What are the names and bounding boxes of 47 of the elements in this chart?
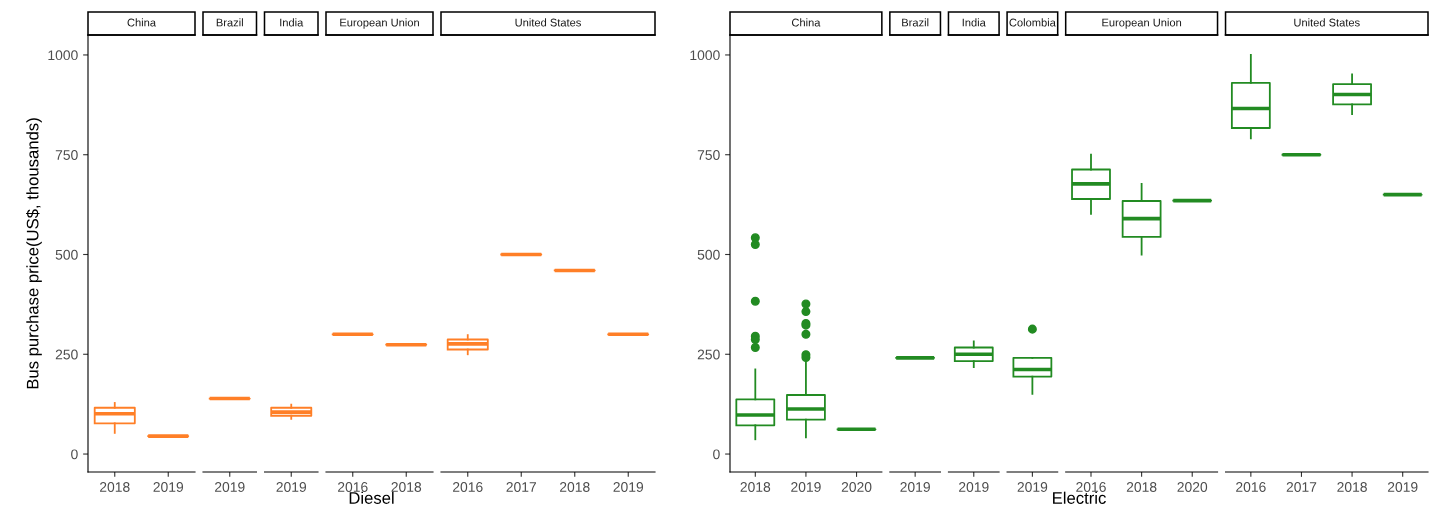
x-tick-label: 2019 <box>1017 482 1048 492</box>
chart-title: India <box>962 18 986 27</box>
x-tick-label: 2018 <box>1337 482 1367 492</box>
y-tick-label: 250 <box>697 349 720 360</box>
chart-title: China <box>127 18 157 27</box>
x-tick-label: 2019 <box>276 482 307 492</box>
chart-title: European Union <box>1102 18 1182 29</box>
x-tick-label: 2016 <box>1236 482 1266 492</box>
y-tick-label: 1000 <box>690 50 720 61</box>
chart-title: China <box>791 18 821 27</box>
x-tick-label: 2016 <box>338 482 368 492</box>
x-tick-label: 2019 <box>900 482 930 492</box>
y-tick-label: 0 <box>71 449 78 460</box>
x-tick-label: 2019 <box>1387 482 1418 492</box>
x-tick-label: 2018 <box>100 482 130 492</box>
x-tick-label: 2017 <box>1286 482 1317 492</box>
x-tick-label: 2019 <box>791 482 821 492</box>
x-tick-label: 2020 <box>1177 482 1208 492</box>
y-tick-label: 500 <box>697 249 720 260</box>
chart-title: Brazil <box>216 18 243 27</box>
x-axis-title: Electric <box>1053 491 1106 504</box>
chart-title: Brazil <box>902 18 929 27</box>
x-tick-label: 2018 <box>740 482 771 492</box>
x-tick-label: 2019 <box>153 482 184 492</box>
x-tick-label: 2020 <box>841 482 872 492</box>
y-tick-label: 500 <box>55 249 78 260</box>
y-tick-label: 1000 <box>48 50 78 61</box>
x-tick-label: 2019 <box>613 482 644 492</box>
chart-title: United States <box>1294 18 1360 27</box>
x-axis-title: Diesel <box>349 491 394 504</box>
x-tick-label: 2016 <box>1076 482 1106 492</box>
x-tick-label: 2019 <box>959 482 989 492</box>
chart-title: European Union <box>340 18 419 29</box>
y-tick-label: 250 <box>55 349 78 360</box>
x-tick-label: 2018 <box>391 482 422 492</box>
chart-title: United States <box>515 18 581 27</box>
chart-title: India <box>280 18 304 27</box>
y-axis-title: Bus purchase price(US$, thousands) <box>26 118 42 389</box>
y-tick-label: 750 <box>55 150 78 160</box>
x-tick-label: 2018 <box>560 482 590 492</box>
x-tick-label: 2017 <box>506 482 536 492</box>
y-tick-label: 750 <box>697 150 720 160</box>
x-tick-label: 2018 <box>1126 482 1157 492</box>
x-tick-label: 2016 <box>453 482 483 492</box>
x-tick-label: 2019 <box>215 482 245 492</box>
chart-title: Colombia <box>1009 18 1056 27</box>
y-tick-label: 0 <box>713 449 720 460</box>
